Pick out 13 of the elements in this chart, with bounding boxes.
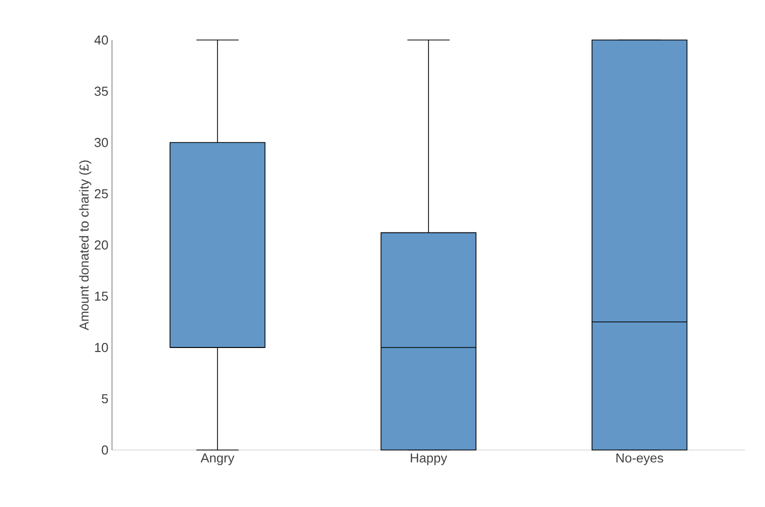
y-tick-label: 30	[94, 138, 108, 148]
y-tick-label: 5	[102, 394, 108, 404]
x-tick-label: No-eyes	[616, 454, 664, 466]
y-tick-label: 15	[95, 292, 108, 301]
x-tick-label: Happy	[410, 454, 448, 466]
y-tick-label: 20	[94, 240, 108, 250]
y-tick-label: 25	[94, 189, 108, 198]
y-tick-label: 35	[94, 86, 108, 96]
y-tick-label: 0	[102, 445, 108, 455]
y-tick-label: 40	[94, 35, 108, 45]
y-axis-title: Amount donated to charity (£)	[79, 160, 92, 330]
x-tick-label: Angry	[200, 454, 234, 466]
y-tick-label: 10	[95, 342, 108, 352]
